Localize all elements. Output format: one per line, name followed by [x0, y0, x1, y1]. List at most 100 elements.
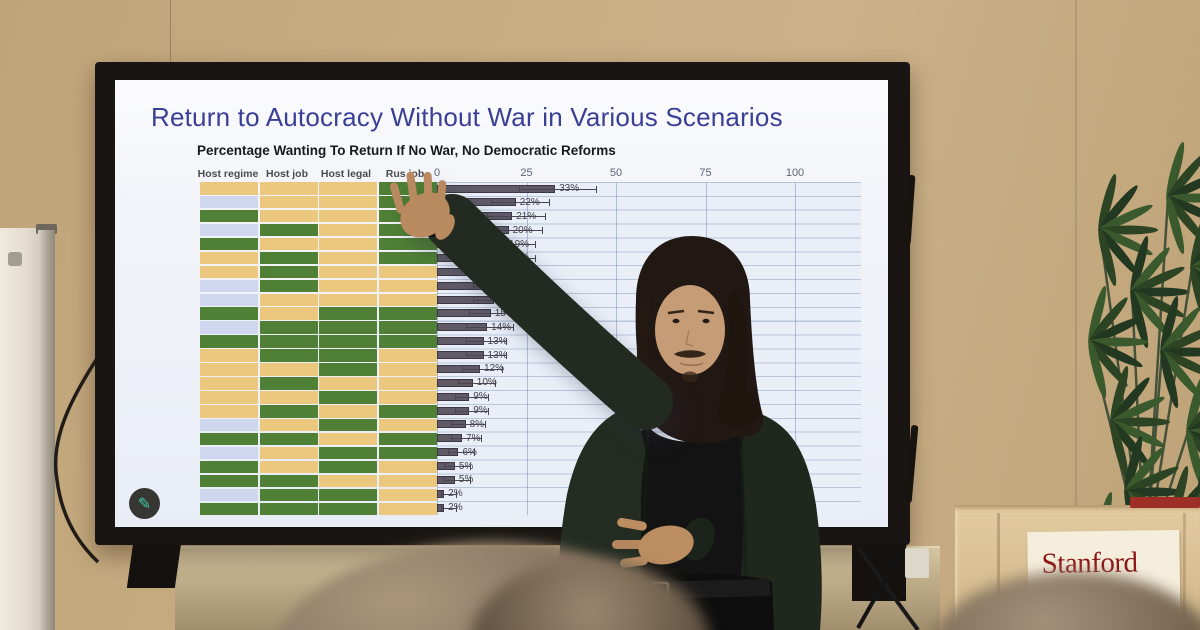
matrix-cell-lavender: [200, 293, 259, 307]
matrix-cell-tan: [259, 418, 318, 432]
matrix-cell-green: [319, 307, 378, 320]
matrix-cell-tan: [200, 377, 259, 390]
matrix-cell-tan: [259, 195, 318, 209]
pen-icon: ✎: [137, 495, 152, 513]
matrix-cell-tan: [378, 488, 438, 502]
matrix-cell-tan: [200, 265, 259, 279]
bar-row: 14%: [437, 321, 861, 335]
matrix-cell-green: [319, 460, 378, 474]
matrix-cell-tan: [259, 307, 318, 320]
matrix-row: [200, 418, 438, 432]
matrix-cell-tan: [319, 405, 378, 418]
matrix-cell-green: [200, 209, 259, 223]
error-bar: [451, 435, 482, 443]
matrix-cell-green: [259, 251, 318, 265]
matrix-cell-green: [259, 279, 318, 293]
matrix-cell-tan: [378, 363, 438, 376]
presenter-pointing-hand: [389, 171, 455, 240]
matrix-cell-green: [259, 349, 318, 362]
gridline: [526, 182, 528, 515]
matrix-cell-lavender: [200, 223, 259, 237]
matrix-column-header: Host legal: [320, 168, 372, 180]
matrix-cell-green: [259, 265, 318, 279]
matrix-cell-green: [378, 446, 438, 460]
matrix-cell-tan: [378, 460, 438, 474]
matrix-cell-tan: [378, 293, 438, 307]
matrix-cell-tan: [319, 223, 378, 237]
matrix-cell-green: [200, 307, 259, 320]
matrix-row: [200, 293, 438, 307]
matrix-row: [200, 363, 438, 376]
bar-row: 13%: [437, 349, 861, 363]
gridline: [795, 182, 796, 515]
matrix-cell-tan: [259, 391, 318, 404]
matrix-column-header: Host regime: [197, 168, 259, 180]
matrix-cell-green: [319, 418, 378, 432]
matrix-cell-tan: [200, 182, 259, 195]
matrix-row: [200, 265, 438, 279]
matrix-cell-green: [259, 405, 318, 418]
matrix-cell-tan: [378, 474, 438, 488]
matrix-row: [200, 307, 438, 320]
matrix-cell-tan: [378, 502, 438, 516]
error-bar: [490, 199, 550, 207]
matrix-cell-green: [378, 251, 438, 265]
matrix-cell-lavender: [200, 418, 259, 432]
matrix-cell-green: [319, 391, 378, 404]
matrix-cell-tan: [378, 265, 438, 279]
matrix-cell-tan: [319, 279, 378, 293]
matrix-cell-tan: [259, 209, 318, 223]
matrix-row: [200, 405, 438, 418]
matrix-cell-tan: [259, 363, 318, 376]
matrix-row: [200, 279, 438, 293]
matrix-cell-green: [259, 474, 318, 488]
matrix-cell-green: [259, 377, 318, 390]
matrix-cell-tan: [259, 460, 318, 474]
matrix-cell-green: [319, 502, 378, 516]
matrix-cell-tan: [319, 182, 378, 195]
matrix-cell-green: [259, 321, 318, 334]
bar-row: 33%: [437, 182, 861, 196]
matrix-cell-green: [200, 335, 259, 348]
podium-red-object: [1130, 497, 1200, 508]
matrix-cell-tan: [378, 418, 438, 432]
error-bar: [462, 365, 504, 373]
mustache: [674, 350, 706, 358]
matrix-column-header: Host job: [266, 168, 308, 180]
matrix-cell-tan: [319, 251, 378, 265]
matrix-cell-lavender: [200, 321, 259, 334]
slide-title: Return to Autocracy Without War in Vario…: [151, 102, 783, 132]
matrix-cell-lavender: [200, 279, 259, 293]
x-axis-tick: 25: [520, 167, 533, 179]
matrix-cell-tan: [319, 209, 378, 223]
presenter-raised-arm: [389, 171, 673, 430]
matrix-cell-tan: [319, 195, 378, 209]
matrix-cell-tan: [378, 377, 438, 390]
matrix-cell-tan: [378, 391, 438, 404]
matrix-cell-lavender: [200, 488, 259, 502]
matrix-cell-tan: [378, 349, 438, 362]
matrix-cell-green: [200, 474, 259, 488]
whiteboard-magnet: [8, 252, 22, 266]
matrix-row: [200, 460, 438, 474]
matrix-cell-green: [200, 502, 259, 516]
matrix-row: [200, 432, 438, 446]
matrix-cell-green: [378, 335, 438, 348]
bar-row: 2%: [437, 487, 861, 501]
matrix-row: [200, 502, 438, 516]
matrix-cell-tan: [200, 349, 259, 362]
matrix-row: [200, 474, 438, 488]
matrix-cell-green: [259, 432, 318, 446]
matrix-cell-tan: [259, 446, 318, 460]
whiteboard: [0, 228, 38, 630]
error-bar: [451, 421, 486, 429]
bar-row: 5%: [437, 460, 861, 474]
podium-panel-edge: [997, 513, 1000, 630]
matrix-cell-green: [319, 363, 378, 376]
bar-row: 5%: [437, 473, 861, 487]
x-axis-tick: 0: [433, 167, 441, 179]
matrix-cell-green: [319, 321, 378, 334]
matrix-row: [200, 391, 438, 404]
matrix-cell-green: [319, 335, 378, 348]
